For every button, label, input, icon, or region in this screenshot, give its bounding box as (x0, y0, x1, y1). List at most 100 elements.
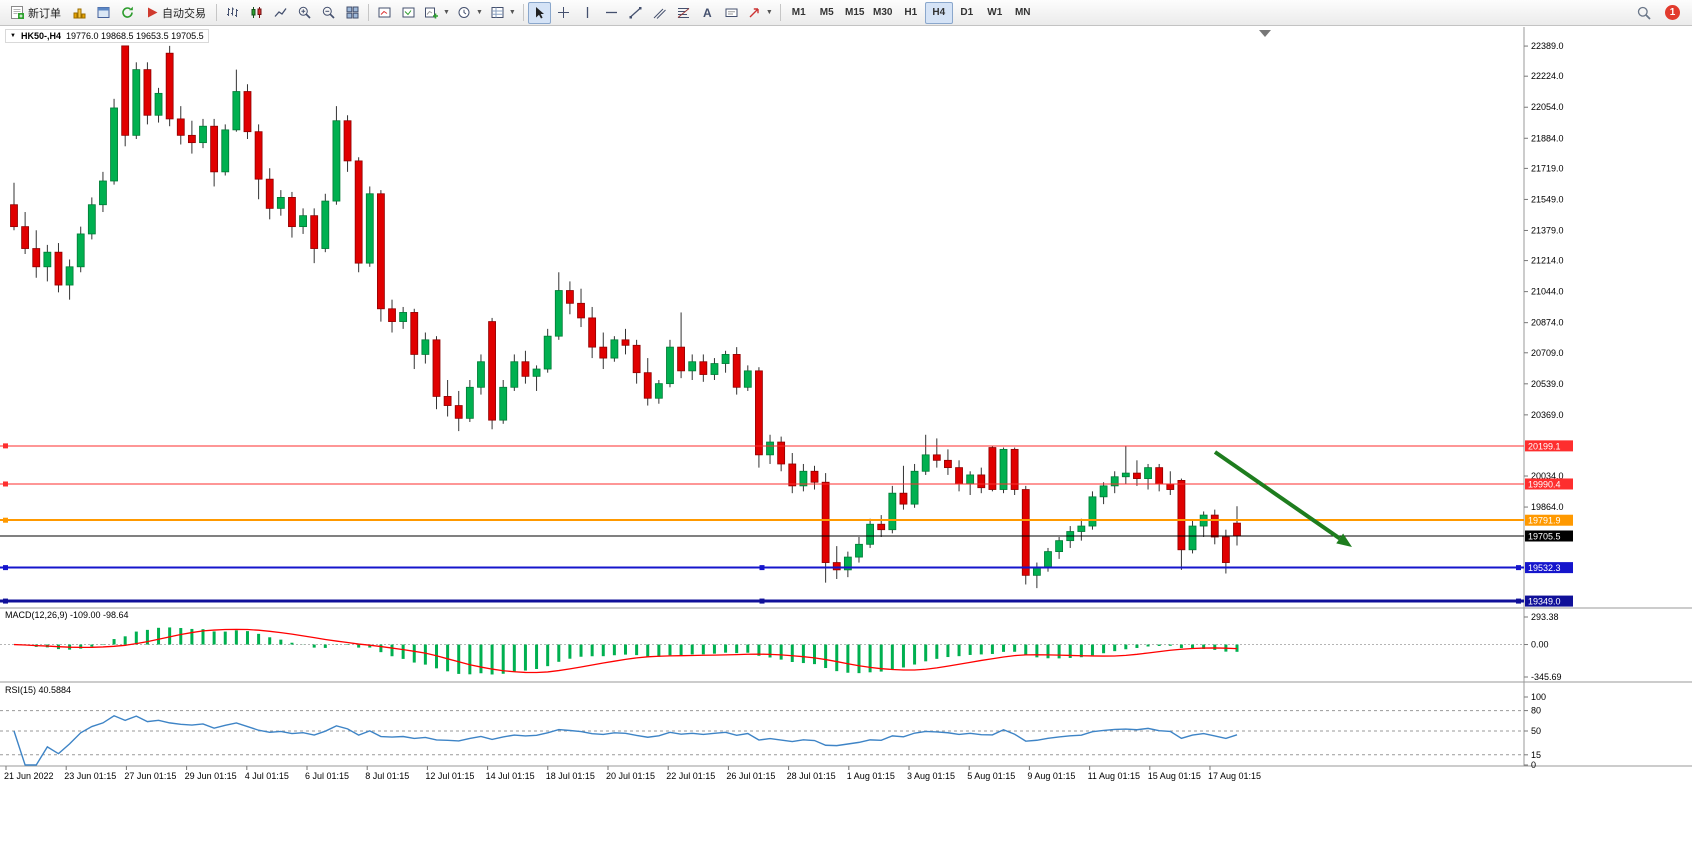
chart-shift-marker-icon[interactable] (1259, 30, 1271, 37)
line-handle[interactable] (1516, 598, 1521, 604)
crosshair-button[interactable] (552, 2, 575, 24)
bull-candle (510, 361, 519, 388)
main-toolbar: 新订单 自动交易 (0, 0, 1692, 26)
refresh-button[interactable] (116, 2, 139, 24)
bear-candle (121, 45, 130, 136)
bull-candle (332, 120, 341, 202)
zoom-out-button[interactable] (317, 2, 340, 24)
bar-chart-button[interactable] (221, 2, 244, 24)
notifications-badge[interactable]: 1 (1665, 5, 1680, 20)
chart-canvas[interactable]: 22389.0 22224.0 22054.0 21884.0 21719.0 21549… (0, 26, 1692, 848)
text-label-button[interactable] (720, 2, 743, 24)
timeframe-m15-button[interactable]: M15 (841, 2, 869, 24)
cascade-windows-button[interactable] (397, 2, 420, 24)
line-handle[interactable] (759, 598, 765, 604)
tile-windows-button[interactable] (341, 2, 364, 24)
bull-candle (132, 69, 141, 136)
bull-candle (477, 361, 485, 388)
bull-candle (299, 215, 307, 228)
time-axis-label: 12 Jul 01:15 (425, 771, 474, 781)
chart-profiles-button[interactable] (68, 2, 91, 24)
price-axis-label: 20539.0 (1531, 379, 1564, 389)
dropdown-caret-icon: ▼ (765, 9, 773, 16)
cursor-icon (535, 7, 544, 19)
trendline-button[interactable] (624, 2, 647, 24)
add-indicator-button[interactable]: ▼ (421, 2, 453, 24)
bull-candle (65, 266, 74, 286)
rsi-axis-label: 0 (1531, 760, 1536, 770)
templates-button[interactable]: ▼ (487, 2, 519, 24)
time-axis-label: 27 Jun 01:15 (124, 771, 176, 781)
fibonacci-button[interactable] (672, 2, 695, 24)
auto-trading-button[interactable]: 自动交易 (140, 2, 212, 24)
bear-candle (143, 69, 152, 116)
price-axis-label: 20709.0 (1531, 348, 1564, 358)
bull-candle (43, 251, 52, 268)
price-tag-19532.3 (1525, 562, 1573, 574)
cursor-button[interactable] (527, 1, 551, 24)
bear-candle (832, 562, 841, 571)
bull-candle (910, 470, 919, 505)
periods-button[interactable]: ▼ (454, 2, 486, 24)
price-tag-label: 20199.1 (1528, 441, 1561, 451)
time-axis-label: 22 Jul 01:15 (666, 771, 715, 781)
line-handle[interactable] (3, 598, 8, 604)
candlestick-chart-button[interactable] (245, 2, 268, 24)
zoom-in-button[interactable] (293, 2, 316, 24)
bull-candle (465, 386, 474, 419)
tile-vertical-button[interactable] (373, 2, 396, 24)
price-tag-20199.1 (1525, 440, 1573, 452)
timeframe-m30-button[interactable]: M30 (869, 2, 897, 24)
timeframe-mn-button[interactable]: MN (1009, 2, 1037, 24)
bear-candle (1166, 483, 1175, 490)
price-axis-label: 22389.0 (1531, 41, 1564, 51)
line-handle[interactable] (1516, 565, 1521, 571)
vertical-line-button[interactable] (576, 2, 599, 24)
timeframe-w1-button[interactable]: W1 (981, 2, 1009, 24)
trend-arrow[interactable] (1213, 450, 1341, 541)
timeframe-d1-button[interactable]: D1 (953, 2, 981, 24)
timeframe-h1-button[interactable]: H1 (897, 2, 925, 24)
bull-candle (421, 339, 430, 355)
line-chart-button[interactable] (269, 2, 292, 24)
collapse-triangle-icon[interactable]: ▼ (10, 33, 16, 39)
line-handle[interactable] (3, 481, 8, 487)
price-tag-label: 19791.9 (1528, 516, 1561, 526)
bull-candle (1077, 525, 1086, 532)
timeframe-h4-button[interactable]: H4 (924, 1, 953, 24)
symbol-timeframe: HK50-,H4 (20, 31, 61, 41)
bear-candle (1155, 467, 1164, 485)
toolbar-right-group: 1 (1632, 2, 1688, 24)
time-axis-label: 6 Jul 01:15 (305, 771, 349, 781)
bull-candle (221, 129, 230, 173)
timeframe-m1-button[interactable]: M1 (785, 2, 813, 24)
bear-candle (643, 372, 652, 399)
line-handle[interactable] (3, 443, 8, 449)
channel-button[interactable] (648, 2, 671, 24)
bear-candle (932, 454, 941, 461)
macd-axis-label: 0.00 (1531, 640, 1549, 650)
bull-candle (888, 492, 897, 531)
bull-candle (1110, 476, 1119, 487)
price-tag-label: 19349.0 (1528, 597, 1561, 607)
macd-axis-label: 293.38 (1531, 612, 1559, 622)
bull-candle (87, 204, 96, 235)
text-button[interactable]: A (696, 2, 719, 24)
line-handle[interactable] (3, 517, 8, 523)
line-handle[interactable] (759, 565, 765, 571)
bear-candle (977, 474, 986, 489)
arrow-objects-button[interactable]: ▼ (744, 2, 776, 24)
timeframe-m5-button[interactable]: M5 (813, 2, 841, 24)
price-tag-label: 19990.4 (1528, 479, 1561, 489)
line-handle[interactable] (3, 565, 8, 571)
bull-candle (1121, 472, 1130, 478)
data-window-button[interactable] (92, 2, 115, 24)
new-order-button[interactable]: 新订单 (4, 2, 67, 24)
bear-candle (388, 308, 396, 322)
bull-candle (1099, 485, 1108, 498)
horizontal-line-button[interactable] (600, 2, 623, 24)
time-axis-label: 26 Jul 01:15 (726, 771, 775, 781)
search-button[interactable] (1632, 2, 1655, 24)
bull-candle (654, 383, 663, 399)
